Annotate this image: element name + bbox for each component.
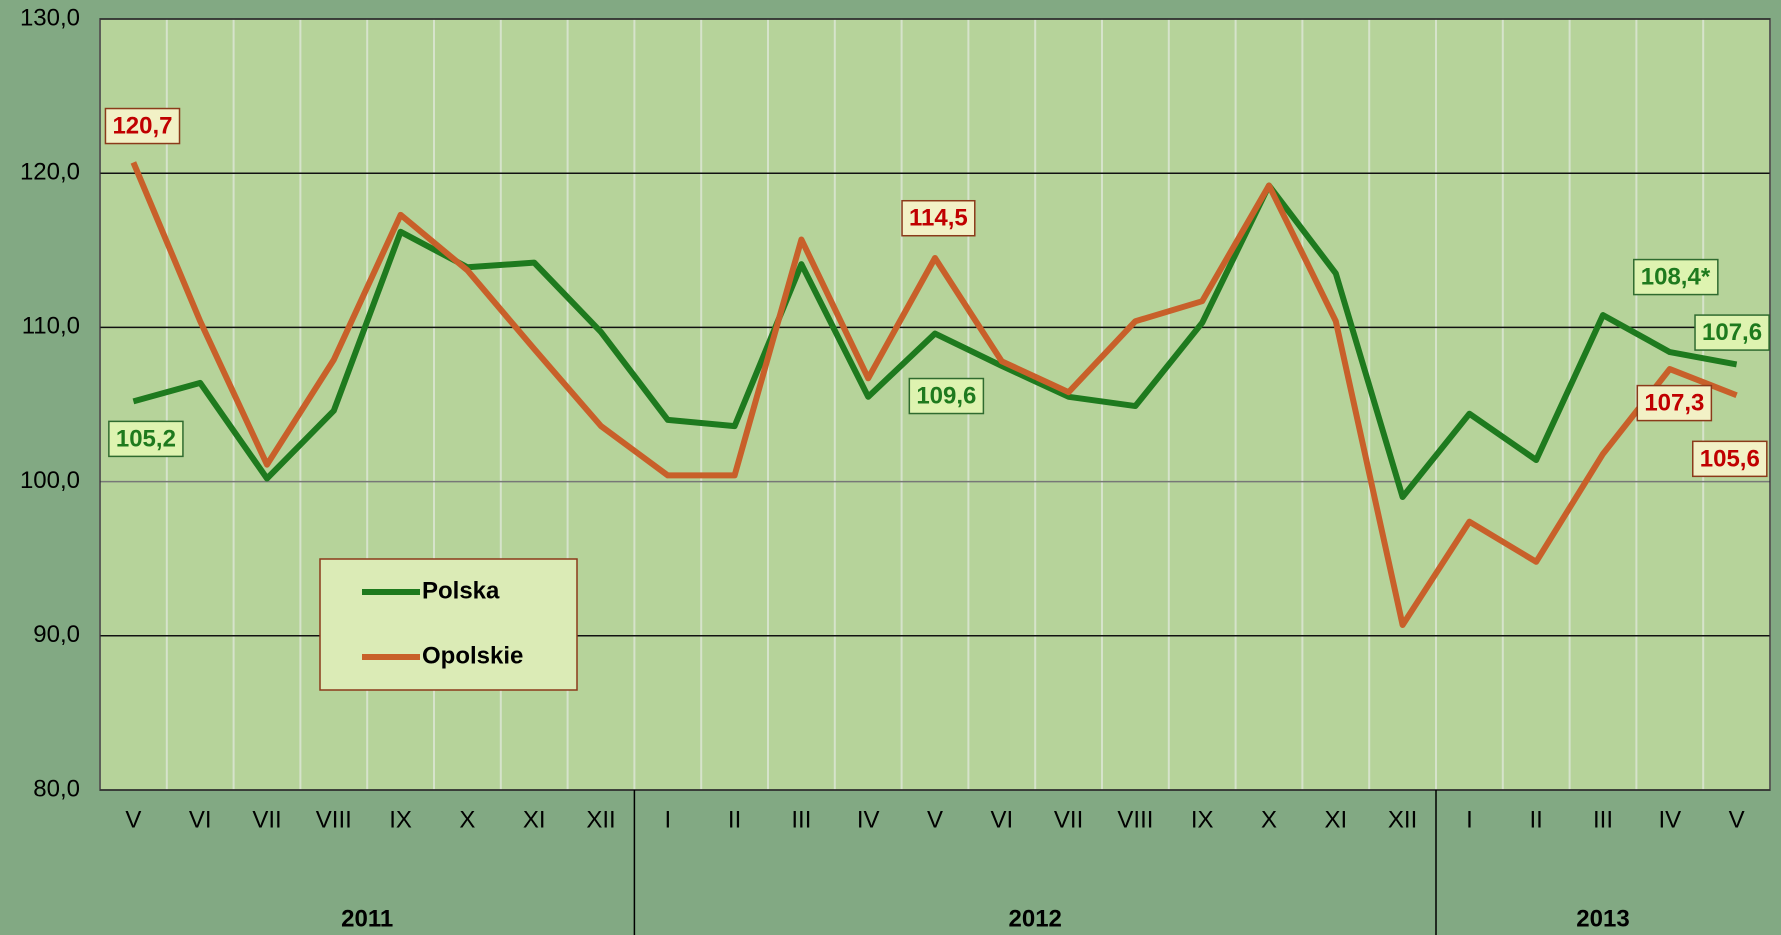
data-label-text: 105,2 (116, 425, 176, 452)
x-tick-label: VII (1054, 806, 1083, 833)
data-label-box (1694, 314, 1770, 351)
data-label: 107,6 (1694, 314, 1770, 351)
data-label: 120,7 (104, 107, 181, 145)
group-label: 2011 (341, 905, 393, 932)
x-tick-label: II (1530, 806, 1543, 833)
legend-label: Polska (422, 577, 500, 604)
y-tick-label: 80,0 (33, 775, 80, 802)
data-label: 108,4* (1633, 258, 1719, 296)
data-label-box (1636, 384, 1713, 422)
data-label-text: 109,6 (916, 383, 976, 410)
series-line (130, 161, 1738, 629)
y-tick-label: 110,0 (22, 313, 80, 340)
x-tick-label: XII (1388, 806, 1417, 833)
x-tick-label: VII (252, 806, 281, 833)
data-label-box (108, 420, 184, 458)
x-tick-label: V (927, 806, 943, 833)
x-tick-label: I (664, 806, 671, 833)
x-tick-label: I (1466, 806, 1473, 833)
y-tick-label: 90,0 (33, 621, 80, 648)
x-tick-label: VI (990, 806, 1013, 833)
x-tick-label: VIII (316, 806, 352, 833)
x-tick-label: III (791, 806, 811, 833)
group-label: 2013 (1576, 905, 1629, 932)
x-tick-label: XII (586, 806, 615, 833)
data-label-text: 108,4* (1641, 264, 1711, 291)
x-tick-label: IX (389, 806, 412, 833)
legend-box (319, 558, 578, 691)
y-tick-label: 130,0 (20, 4, 80, 31)
x-tick-label: IV (1658, 806, 1681, 833)
data-label-text: 120,7 (112, 113, 172, 140)
x-tick-label: VIII (1117, 806, 1153, 833)
data-label-text: 114,5 (909, 205, 968, 232)
data-label-box (901, 199, 976, 237)
data-label-text: 107,6 (1702, 319, 1762, 346)
data-label: 109,6 (908, 377, 985, 415)
plot-border (99, 18, 1771, 791)
x-tick-label: XI (1324, 806, 1347, 833)
data-label-box (1633, 258, 1719, 296)
data-label-box (104, 107, 181, 145)
y-tick-label: 120,0 (20, 159, 80, 186)
x-tick-label: III (1593, 806, 1613, 833)
data-label: 114,5 (901, 199, 976, 237)
data-label-text: 105,6 (1700, 445, 1760, 472)
x-tick-label: X (1261, 806, 1277, 833)
data-label-text: 107,3 (1644, 390, 1704, 417)
x-tick-label: X (459, 806, 475, 833)
x-tick-label: V (1729, 806, 1745, 833)
y-tick-label: 100,0 (20, 467, 80, 494)
data-label: 107,3 (1636, 384, 1713, 422)
data-label: 105,2 (108, 420, 184, 458)
data-label-box (908, 377, 985, 415)
x-tick-label: IV (857, 806, 880, 833)
x-tick-label: IX (1191, 806, 1214, 833)
data-label: 105,6 (1692, 440, 1768, 478)
x-tick-label: VI (189, 806, 212, 833)
data-label-box (1692, 440, 1768, 478)
x-tick-label: II (728, 806, 741, 833)
x-tick-label: V (125, 806, 141, 833)
legend-label: Opolskie (422, 642, 523, 669)
x-tick-label: XI (523, 806, 546, 833)
series-line (132, 182, 1738, 501)
group-label: 2012 (1009, 905, 1062, 932)
